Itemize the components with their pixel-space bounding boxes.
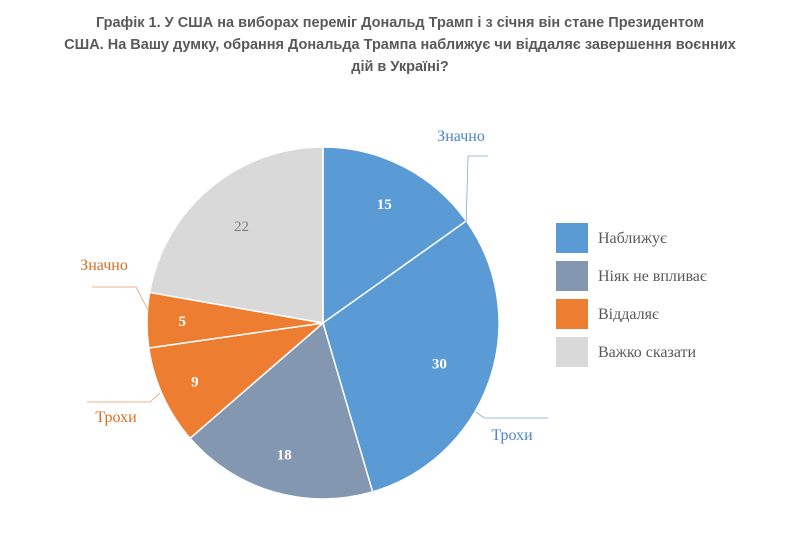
chart-title-line: США. На Вашу думку, обрання Дональда Тра… bbox=[64, 37, 736, 53]
value-label: 15 bbox=[377, 197, 392, 213]
legend-swatch bbox=[556, 337, 588, 367]
value-label: 5 bbox=[178, 314, 186, 330]
callout-leader-line bbox=[87, 392, 161, 403]
callout-label: Значно bbox=[437, 128, 485, 145]
chart-title-line: Графік 1. У США на виборах переміг Донал… bbox=[95, 15, 705, 31]
chart-title-line: дій в Україні? bbox=[351, 59, 449, 75]
pie-slice bbox=[322, 219, 500, 493]
pie-slices bbox=[146, 146, 500, 500]
legend-label: Наближує bbox=[598, 230, 667, 247]
callout-labels: Значно Трохи Трохи Значно bbox=[80, 128, 548, 444]
callout-label: Трохи bbox=[491, 427, 533, 444]
callout-leader-line bbox=[465, 155, 488, 229]
legend-label: Віддаляє bbox=[598, 306, 659, 323]
callout-label: Значно bbox=[80, 257, 128, 274]
chart-title: Графік 1. У США на виборах переміг Донал… bbox=[20, 12, 780, 78]
pie-slice bbox=[188, 321, 374, 500]
value-label: 9 bbox=[191, 375, 199, 391]
legend-label: Ніяк не впливає bbox=[598, 268, 707, 285]
legend: Наближує Ніяк не впливає Віддаляє Важко ска… bbox=[556, 223, 707, 367]
callout-label: Трохи bbox=[95, 409, 137, 426]
callout-leader-line bbox=[475, 411, 548, 419]
legend-swatch bbox=[556, 223, 588, 253]
pie-slice bbox=[322, 146, 468, 325]
pie-slice bbox=[147, 321, 326, 440]
legend-swatch bbox=[556, 261, 588, 291]
legend-label: Важко сказати bbox=[598, 344, 697, 361]
value-label: 22 bbox=[234, 219, 249, 235]
value-label: 30 bbox=[432, 356, 447, 372]
value-labels: 15 30 18 9 5 22 bbox=[178, 197, 446, 464]
legend-swatch bbox=[556, 299, 588, 329]
pie-slice bbox=[148, 146, 324, 324]
value-label: 18 bbox=[277, 448, 292, 464]
callout-leader-line bbox=[92, 286, 149, 311]
